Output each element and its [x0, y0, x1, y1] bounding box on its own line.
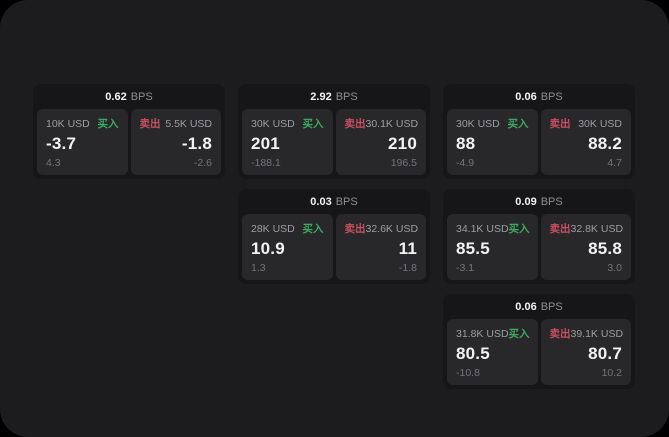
buy-button[interactable]: 买入 [97, 118, 119, 130]
buy-price: 85.5 [456, 239, 490, 258]
buy-delta: -188.1 [251, 157, 281, 169]
buy-quote-cell[interactable]: 10K USD 买入 -3.7 4.3 [37, 109, 128, 175]
bps-value: 0.06 [515, 300, 537, 313]
sell-amount: 39.1K USD [570, 327, 624, 340]
buy-button[interactable]: 买入 [508, 223, 530, 235]
sell-button[interactable]: 卖出 [344, 118, 366, 130]
sell-button[interactable]: 卖出 [549, 328, 571, 340]
bps-unit-label: BPS [540, 300, 563, 313]
buy-price: 10.9 [251, 239, 285, 258]
sell-amount: 5.5K USD [165, 117, 212, 130]
bps-header: 0.06 BPS [443, 84, 635, 109]
sell-price: 88.2 [588, 134, 622, 153]
sell-button[interactable]: 卖出 [549, 223, 571, 235]
buy-delta: 1.3 [251, 262, 266, 274]
bps-header: 2.92 BPS [238, 84, 430, 109]
quote-body: 31.8K USD 买入 80.5 -10.8 卖出 39.1K USD 80.… [443, 319, 635, 389]
sell-button[interactable]: 卖出 [549, 118, 571, 130]
quote-body: 30K USD 买入 88 -4.9 卖出 30K USD 88.2 4.7 [443, 109, 635, 179]
sell-quote-cell[interactable]: 卖出 39.1K USD 80.7 10.2 [540, 319, 631, 385]
buy-price: 201 [251, 134, 280, 153]
buy-quote-cell[interactable]: 34.1K USD 买入 85.5 -3.1 [447, 214, 538, 280]
bps-header: 0.06 BPS [443, 294, 635, 319]
bps-unit-label: BPS [130, 90, 153, 103]
sell-price: 80.7 [588, 344, 622, 363]
sell-price: -1.8 [181, 134, 212, 153]
sell-button[interactable]: 卖出 [344, 223, 366, 235]
sell-delta: -1.8 [398, 262, 417, 274]
quote-cards-grid: 0.62 BPS 10K USD 买入 -3.7 4.3 卖出 5.5K USD [33, 84, 635, 389]
buy-button[interactable]: 买入 [302, 223, 324, 235]
buy-amount: 28K USD [251, 222, 295, 235]
buy-quote-cell[interactable]: 31.8K USD 买入 80.5 -10.8 [447, 319, 538, 385]
quote-body: 10K USD 买入 -3.7 4.3 卖出 5.5K USD -1.8 -2.… [33, 109, 225, 179]
buy-delta: 4.3 [46, 157, 61, 169]
bps-value: 0.03 [310, 195, 332, 208]
buy-delta: -10.8 [456, 367, 480, 379]
sell-button[interactable]: 卖出 [139, 118, 161, 130]
sell-price: 85.8 [588, 239, 622, 258]
bps-value: 2.92 [310, 90, 332, 103]
buy-button[interactable]: 买入 [507, 118, 529, 130]
price-card: 0.03 BPS 28K USD 买入 10.9 1.3 卖出 32.6K US… [238, 189, 430, 284]
buy-price: -3.7 [46, 134, 77, 153]
bps-unit-label: BPS [335, 195, 358, 208]
sell-quote-cell[interactable]: 卖出 32.8K USD 85.8 3.0 [540, 214, 631, 280]
buy-price: 80.5 [456, 344, 490, 363]
sell-quote-cell[interactable]: 卖出 5.5K USD -1.8 -2.6 [130, 109, 221, 175]
buy-amount: 30K USD [456, 117, 500, 130]
sell-amount: 30.1K USD [365, 117, 419, 130]
bps-value: 0.62 [105, 90, 127, 103]
sell-price: 210 [388, 134, 417, 153]
price-card: 0.62 BPS 10K USD 买入 -3.7 4.3 卖出 5.5K USD [33, 84, 225, 179]
sell-amount: 32.8K USD [570, 222, 624, 235]
sell-delta: 10.2 [601, 367, 622, 379]
sell-amount: 32.6K USD [365, 222, 419, 235]
bps-unit-label: BPS [540, 195, 563, 208]
price-card: 0.06 BPS 31.8K USD 买入 80.5 -10.8 卖出 39.1… [443, 294, 635, 389]
bps-header: 0.62 BPS [33, 84, 225, 109]
sell-amount: 30K USD [578, 117, 622, 130]
buy-amount: 34.1K USD [456, 222, 509, 235]
quote-body: 34.1K USD 买入 85.5 -3.1 卖出 32.8K USD 85.8… [443, 214, 635, 284]
buy-button[interactable]: 买入 [302, 118, 324, 130]
bps-header: 0.09 BPS [443, 189, 635, 214]
sell-delta: 196.5 [390, 157, 417, 169]
buy-amount: 30K USD [251, 117, 295, 130]
sell-quote-cell[interactable]: 卖出 32.6K USD 11 -1.8 [335, 214, 426, 280]
sell-price: 11 [398, 239, 417, 258]
bps-header: 0.03 BPS [238, 189, 430, 214]
quote-body: 30K USD 买入 201 -188.1 卖出 30.1K USD 210 1… [238, 109, 430, 179]
buy-delta: -3.1 [456, 262, 475, 274]
buy-delta: -4.9 [456, 157, 475, 169]
sell-delta: 3.0 [607, 262, 622, 274]
buy-amount: 10K USD [46, 117, 90, 130]
buy-quote-cell[interactable]: 30K USD 买入 88 -4.9 [447, 109, 538, 175]
sell-quote-cell[interactable]: 卖出 30.1K USD 210 196.5 [335, 109, 426, 175]
price-card: 0.09 BPS 34.1K USD 买入 85.5 -3.1 卖出 32.8K… [443, 189, 635, 284]
bps-value: 0.09 [515, 195, 537, 208]
buy-button[interactable]: 买入 [508, 328, 530, 340]
buy-quote-cell[interactable]: 28K USD 买入 10.9 1.3 [242, 214, 333, 280]
sell-quote-cell[interactable]: 卖出 30K USD 88.2 4.7 [540, 109, 631, 175]
bps-unit-label: BPS [335, 90, 358, 103]
buy-price: 88 [456, 134, 476, 153]
bps-value: 0.06 [515, 90, 537, 103]
bps-unit-label: BPS [540, 90, 563, 103]
sell-delta: 4.7 [607, 157, 622, 169]
quote-body: 28K USD 买入 10.9 1.3 卖出 32.6K USD 11 -1.8 [238, 214, 430, 284]
price-card: 0.06 BPS 30K USD 买入 88 -4.9 卖出 30K USD [443, 84, 635, 179]
buy-quote-cell[interactable]: 30K USD 买入 201 -188.1 [242, 109, 333, 175]
price-card: 2.92 BPS 30K USD 买入 201 -188.1 卖出 30.1K … [238, 84, 430, 179]
sell-delta: -2.6 [193, 157, 212, 169]
buy-amount: 31.8K USD [456, 327, 509, 340]
